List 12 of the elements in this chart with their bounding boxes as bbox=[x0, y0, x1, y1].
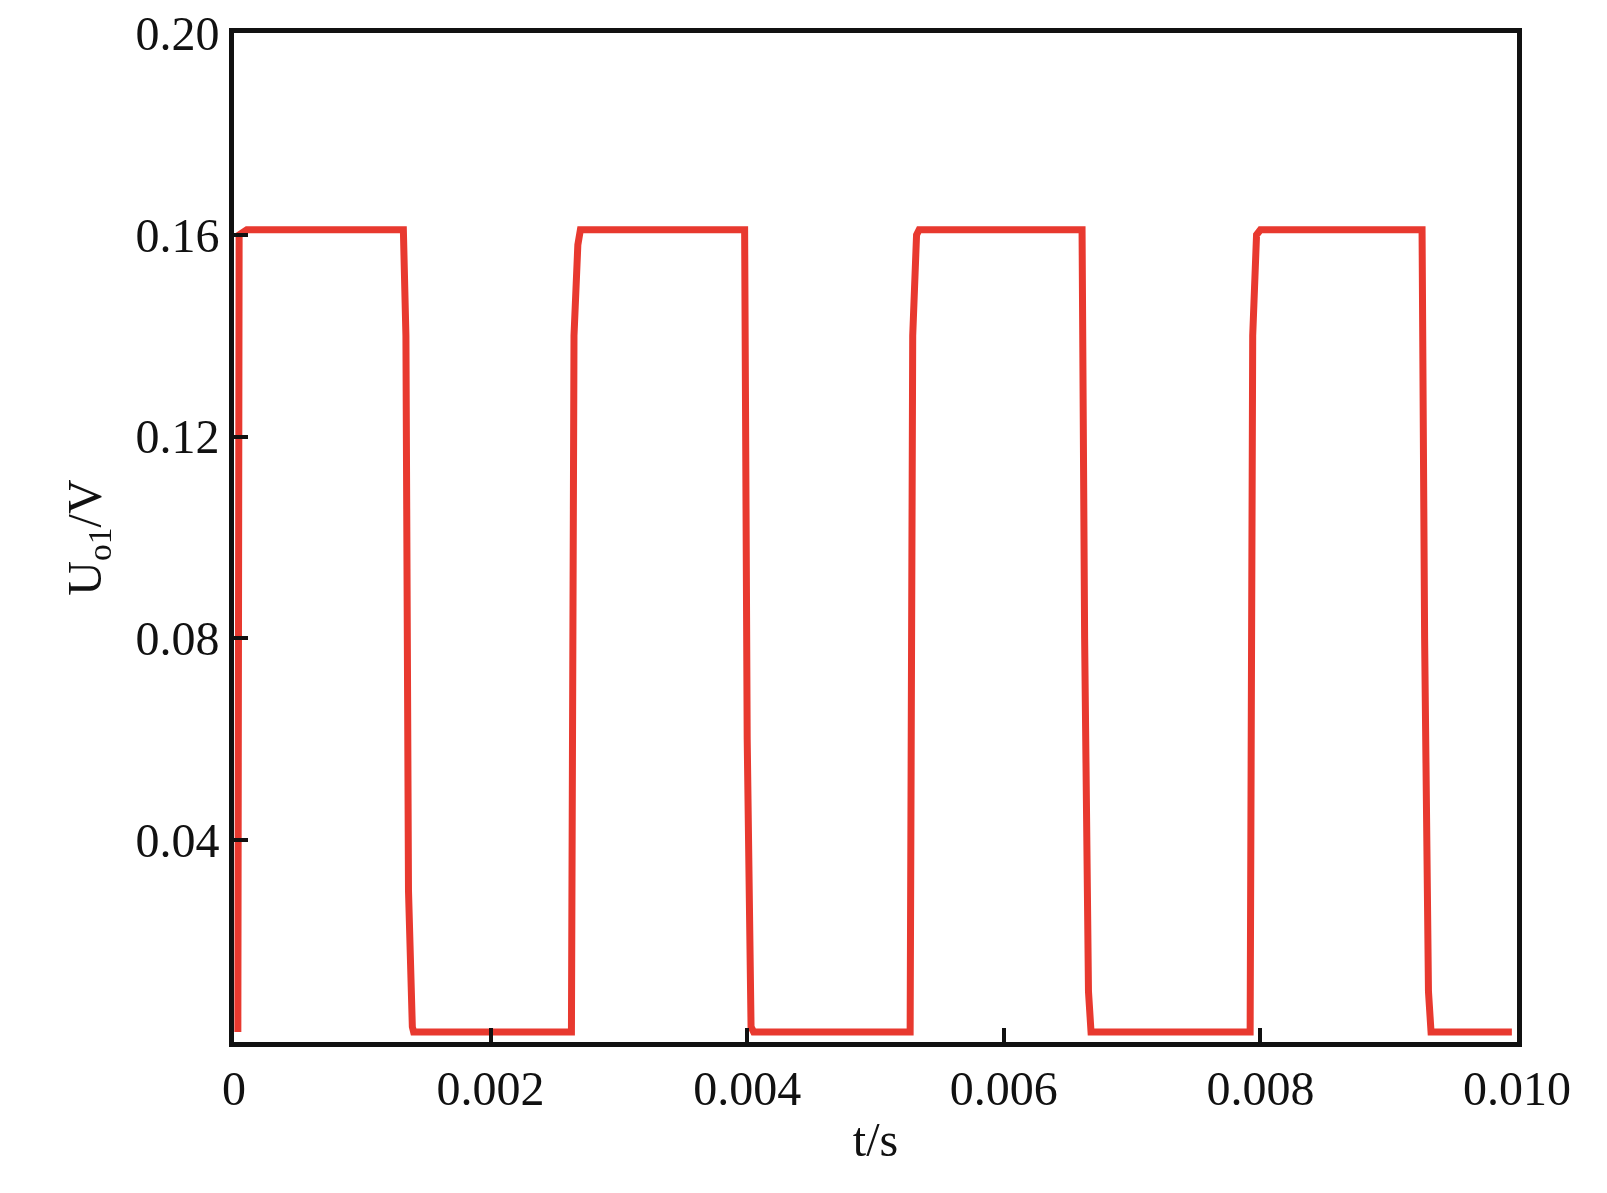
y-tick-label: 0.08 bbox=[135, 612, 220, 666]
x-tick-label: 0.008 bbox=[1206, 1061, 1315, 1115]
x-axis-title: t/s bbox=[852, 1112, 899, 1166]
y-tick-label: 0.12 bbox=[135, 410, 220, 464]
y-tick-label: 0.16 bbox=[135, 208, 220, 262]
x-tick-label: 0.002 bbox=[436, 1061, 545, 1115]
x-tick-label: 0.010 bbox=[1463, 1061, 1571, 1115]
y-tick-label: 0.04 bbox=[135, 814, 220, 867]
x-tick-label: 0 bbox=[222, 1061, 246, 1115]
x-tick-label: 0.004 bbox=[693, 1061, 802, 1115]
y-tick-label: 0.20 bbox=[135, 6, 220, 60]
x-tick-label: 0.006 bbox=[949, 1061, 1058, 1115]
